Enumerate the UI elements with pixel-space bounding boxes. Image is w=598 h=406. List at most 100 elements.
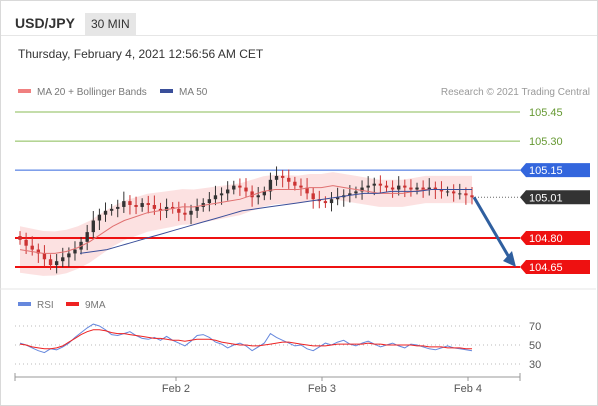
candle-body [61, 257, 65, 262]
candle-body [73, 249, 77, 254]
price-levels [15, 111, 520, 268]
x-tick-label: Feb 4 [454, 383, 482, 395]
forecast-arrow [472, 196, 516, 267]
timeframe-button[interactable]: 30 MIN [85, 13, 136, 35]
candle-body [311, 193, 315, 200]
last-price-label: 105.01 [529, 192, 563, 204]
rsi-tick-label: 70 [529, 321, 541, 333]
candle-body [348, 193, 352, 196]
candle-body [451, 191, 456, 194]
candle-body [464, 193, 468, 196]
rsi-tick-label: 30 [529, 359, 541, 371]
chart-datetime: Thursday, February 4, 2021 12:56:56 AM C… [18, 47, 264, 61]
rsi-line [19, 323, 473, 354]
resistance-tag: 105.15 [520, 163, 590, 178]
candle-body [42, 253, 47, 260]
rsi-ma-legend-label: 9MA [85, 300, 106, 311]
candle-body [433, 187, 438, 190]
candle-body [372, 183, 376, 186]
candle-body [439, 189, 444, 192]
candle-body [152, 205, 157, 209]
candle-body [67, 253, 71, 258]
candle-body [250, 191, 254, 198]
resistance-tag-bg [520, 163, 590, 178]
resistance-label: 105.15 [529, 165, 563, 177]
candle-body [421, 187, 425, 190]
candle-body [207, 199, 212, 204]
target-1-label: 105.30 [529, 136, 563, 148]
ma50-line [79, 189, 472, 254]
ma20-legend-label: MA 20 + Bollinger Bands [37, 87, 147, 98]
candle-body [244, 187, 248, 192]
candle-body [403, 185, 407, 188]
candle-body [158, 208, 163, 211]
candle-body [134, 205, 138, 207]
candle-body [109, 208, 114, 211]
candle-body [103, 210, 108, 215]
candle-body [48, 259, 53, 266]
candle-body [177, 208, 181, 213]
ma20-legend-swatch [18, 89, 31, 93]
ma50-legend-label: MA 50 [179, 87, 208, 98]
rsi-legend-label: RSI [37, 300, 54, 311]
candle-body [390, 187, 395, 190]
candle-body [36, 249, 41, 254]
candle-body [274, 175, 279, 180]
price-labels: 105.45 105.30 105.15 105.01 104.80 104.65 [520, 107, 590, 274]
candle-body [18, 236, 22, 240]
candle-body [299, 185, 303, 188]
target-2-label: 105.45 [529, 107, 563, 119]
candle-body [128, 201, 132, 205]
candle-body [232, 185, 236, 190]
ma20-line [19, 185, 472, 254]
rsi-tick-label: 50 [529, 340, 541, 352]
bollinger-band-fill [20, 172, 472, 276]
candle-body [97, 214, 102, 221]
candle-body [256, 195, 260, 198]
candle-body [329, 199, 334, 204]
candle-body [445, 191, 450, 193]
candle-body [280, 175, 285, 178]
rsi-ma-line [19, 329, 472, 350]
chart-header: USD/JPY 30 MIN [1, 1, 597, 36]
candle-body [85, 232, 89, 242]
candle-body [384, 185, 389, 188]
candle-body [30, 245, 34, 250]
candle-body [335, 197, 340, 200]
candle-body [189, 210, 193, 215]
candle-body [305, 187, 309, 194]
candle-body [238, 185, 242, 188]
candle-body [213, 195, 218, 200]
support-1-tag-bg [520, 230, 590, 245]
candle-body [164, 206, 169, 211]
rsi-ma-legend-swatch [66, 302, 79, 306]
candle-body [140, 203, 144, 207]
candle-body [54, 261, 59, 266]
support-1-tag: 104.80 [520, 230, 590, 245]
candle-body [146, 203, 150, 205]
candle-body [427, 187, 431, 190]
candle-body [219, 193, 224, 196]
forecast-arrow-shaft [472, 196, 512, 260]
support-1-label: 104.80 [529, 233, 563, 245]
candle-body [268, 179, 273, 192]
candle-body [360, 187, 364, 192]
candle-body [171, 206, 175, 209]
candle-body [183, 212, 187, 215]
symbol-label: USD/JPY [15, 15, 75, 31]
x-tick-label: Feb 3 [308, 383, 336, 395]
candle-body [409, 187, 413, 190]
last-price-tag-bg [520, 190, 590, 205]
candle-body [323, 201, 328, 204]
rsi-legend-swatch [18, 302, 31, 306]
candle-body [91, 220, 95, 233]
x-axis: Feb 2 Feb 3 Feb 4 [14, 373, 521, 395]
candle-body [378, 183, 383, 186]
rsi-panel: 70 50 30 [15, 321, 541, 371]
x-tick-label: Feb 2 [162, 383, 190, 395]
support-2-label: 104.65 [529, 262, 563, 274]
candle-body [262, 191, 267, 196]
candle-body [116, 206, 120, 209]
